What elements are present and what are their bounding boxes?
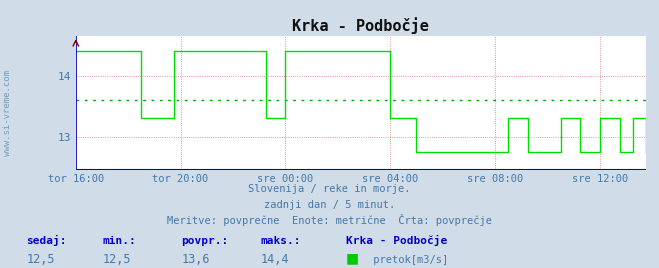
Text: 12,5: 12,5	[26, 253, 55, 266]
Text: www.si-vreme.com: www.si-vreme.com	[3, 70, 13, 155]
Text: sedaj:: sedaj:	[26, 235, 67, 246]
Text: maks.:: maks.:	[260, 236, 301, 246]
Text: ■: ■	[346, 252, 359, 266]
Text: zadnji dan / 5 minut.: zadnji dan / 5 minut.	[264, 200, 395, 210]
Text: povpr.:: povpr.:	[181, 236, 229, 246]
Text: 14,4: 14,4	[260, 253, 289, 266]
Text: 13,6: 13,6	[181, 253, 210, 266]
Text: Krka - Podbočje: Krka - Podbočje	[346, 235, 447, 246]
Text: pretok[m3/s]: pretok[m3/s]	[367, 255, 448, 265]
Text: Meritve: povprečne  Enote: metrične  Črta: povprečje: Meritve: povprečne Enote: metrične Črta:…	[167, 214, 492, 226]
Text: Slovenija / reke in morje.: Slovenija / reke in morje.	[248, 184, 411, 193]
Text: min.:: min.:	[102, 236, 136, 246]
Text: 12,5: 12,5	[102, 253, 130, 266]
Title: Krka - Podbočje: Krka - Podbočje	[293, 17, 429, 34]
